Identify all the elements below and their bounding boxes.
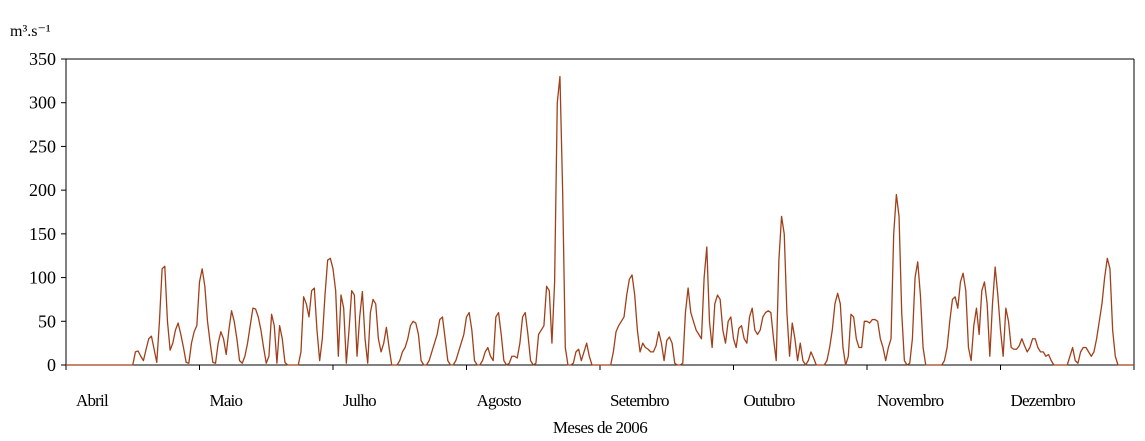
x-tick-label: Dezembro [1011,391,1076,410]
x-tick-label: Novembro [877,391,944,410]
y-tick-label: 150 [29,224,56,244]
y-tick-label: 300 [29,93,56,113]
y-tick-label: 200 [29,180,56,200]
x-tick-label: Abril [76,391,109,410]
x-tick-label: Outubro [744,391,795,410]
y-tick-label: 250 [29,136,56,156]
x-tick-label: Maio [210,391,243,410]
y-axis-ticks: 0 50 100 150 200 250 300 350 [29,49,66,375]
y-tick-label: 0 [47,355,56,375]
x-tick-label: Agosto [477,391,522,410]
y-tick-label: 100 [29,268,56,288]
y-tick-label: 350 [29,49,56,69]
y-unit-label: m³.s⁻¹ [10,23,51,40]
series-line [66,75,1134,366]
x-tick-label: Julho [343,391,376,410]
x-axis-title: Meses de 2006 [553,418,647,437]
x-tick-label: Setembro [610,391,669,410]
y-tick-label: 50 [38,311,56,331]
x-axis-ticks: Abril Maio Julho Agosto Setembro Outubro Novem… [65,365,1135,410]
